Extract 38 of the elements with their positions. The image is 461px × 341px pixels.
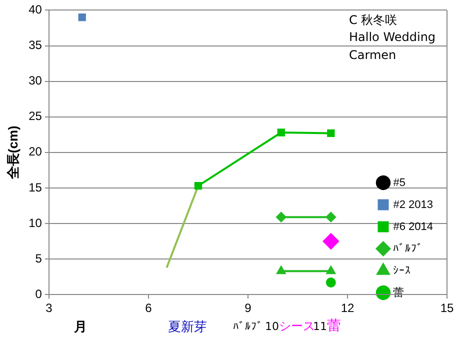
y-tick-label: 5: [35, 251, 42, 266]
text: 10: [265, 320, 279, 333]
x-tick-label: 9: [244, 301, 252, 316]
legend-label: ｼｰｽ: [393, 264, 412, 277]
y-axis-title: 全長(cm): [5, 126, 20, 180]
annotation: Carmen: [349, 48, 396, 62]
text: シース: [279, 318, 315, 335]
point: [326, 212, 336, 222]
annotation: C 秋冬咲: [349, 12, 398, 29]
legend-label: ﾊﾞﾙﾌﾞ: [393, 242, 424, 255]
x-tick-label: 12: [340, 301, 354, 316]
point: [276, 212, 286, 222]
x-axis-title: 月: [74, 319, 87, 336]
text: 夏新芽: [168, 319, 207, 336]
point: [326, 278, 336, 288]
y-tick-label: 0: [35, 286, 42, 301]
x-tick-label: 15: [440, 301, 454, 316]
text: 蕾: [327, 317, 341, 335]
point: [327, 129, 335, 138]
y-tick-label: 20: [28, 144, 42, 159]
point: [277, 128, 285, 136]
y-tick-label: 40: [28, 2, 42, 17]
x-tick-label: 6: [145, 301, 152, 316]
y-tick-label: 35: [28, 38, 42, 52]
y-tick-label: 10: [28, 216, 42, 230]
text: 11: [313, 320, 327, 333]
y-tick-label: 15: [28, 180, 42, 194]
point: [78, 13, 86, 22]
legend-label: #6 2014: [393, 220, 434, 233]
legend-label: #5: [393, 176, 406, 189]
y-tick-label: 30: [28, 74, 42, 88]
y-tick-label: 25: [28, 109, 42, 124]
point: [322, 233, 339, 250]
text: ﾊﾞﾙﾌﾞ: [233, 320, 263, 333]
legend-label: #2 2013: [393, 198, 434, 211]
point: [194, 182, 202, 190]
annotation: Hallo Wedding: [349, 30, 436, 44]
x-tick-label: 3: [46, 301, 53, 316]
